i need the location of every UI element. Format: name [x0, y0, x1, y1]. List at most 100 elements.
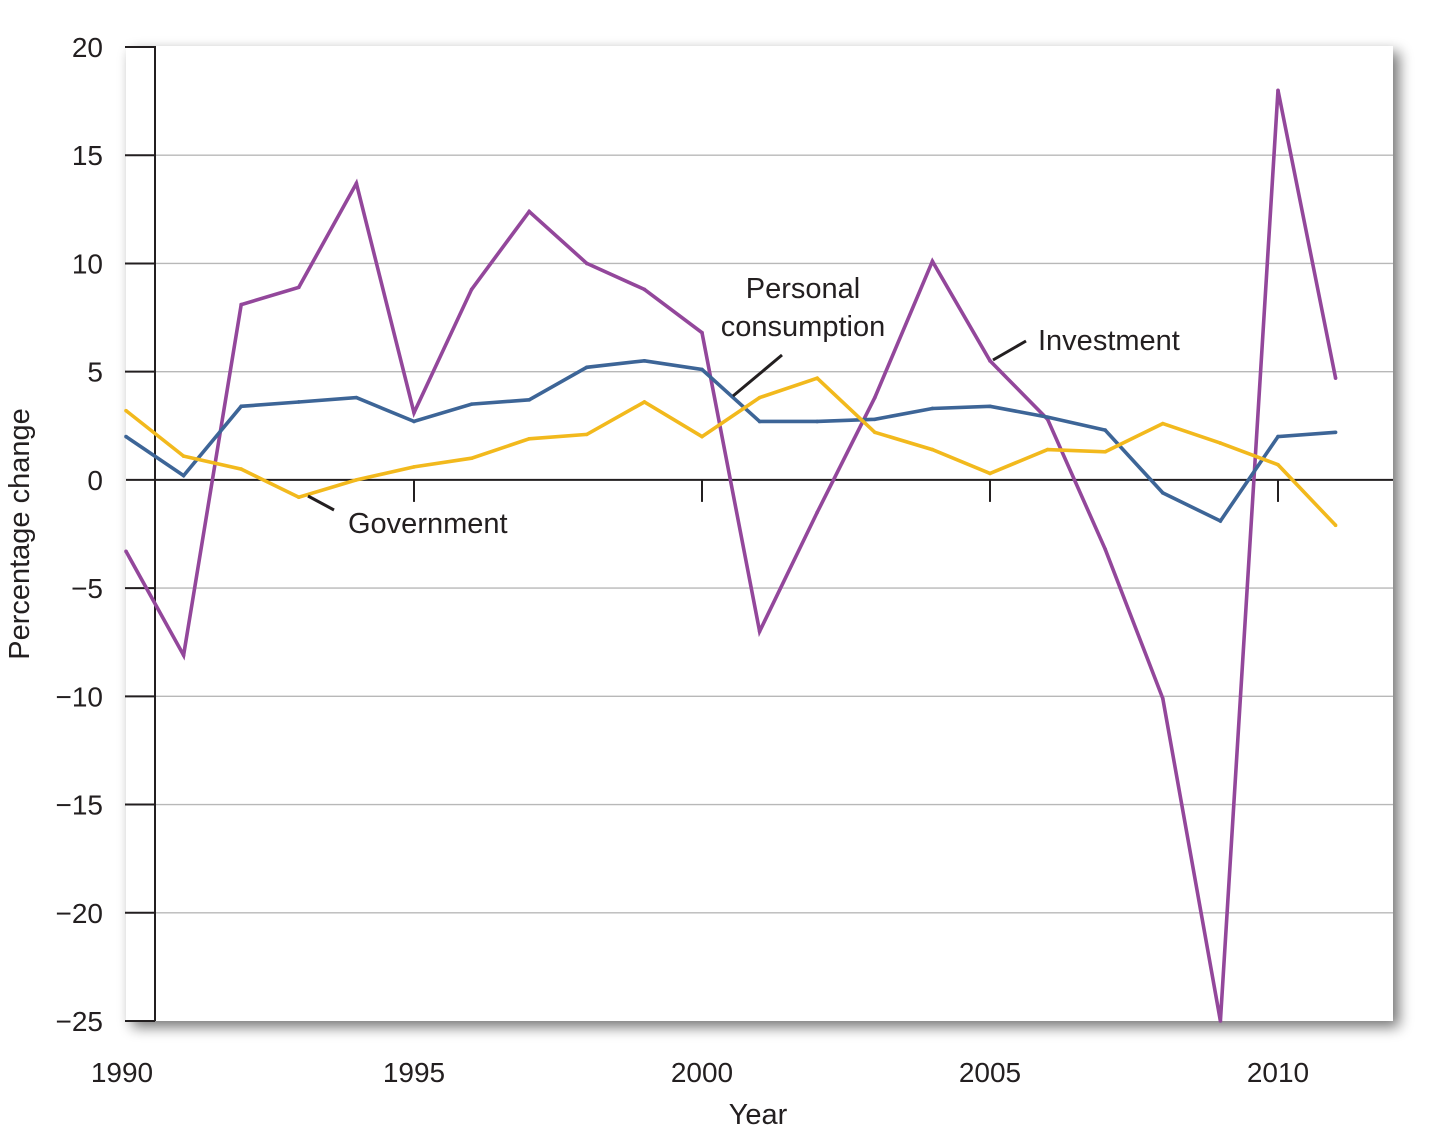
tick-labels: 20 15 10 5 0 −5 −10 −15 −20 −25 1990 1995 2000 2005 20…: [56, 32, 1310, 1088]
data-point-personal-consumption-2009: [1218, 519, 1223, 523]
data-point-personal-consumption-2010: [1276, 434, 1280, 439]
data-point-investment-1993: [297, 285, 301, 290]
data-point-investment-1996: [469, 287, 474, 292]
gridlines: [155, 154, 1393, 914]
data-point-personal-consumption-1998: [585, 365, 589, 370]
plot-area: [126, 46, 1393, 1021]
data-point-personal-consumption-2011: [1333, 430, 1338, 435]
y-tick-label-9: −25: [56, 1006, 104, 1037]
data-point-investment-1997: [527, 209, 531, 214]
data-point-government-1997: [527, 436, 531, 441]
data-point-personal-consumption-2005: [988, 404, 992, 409]
data-point-government-2001: [757, 395, 762, 400]
data-point-personal-consumption-2007: [1103, 428, 1107, 432]
data-point-government-2004: [930, 447, 935, 452]
x-axis-title: Year: [729, 1099, 788, 1131]
series-lines: [124, 88, 1338, 1023]
data-point-government-2005: [988, 471, 992, 476]
data-point-investment-2010: [1276, 88, 1280, 93]
data-point-government-1994: [354, 478, 359, 482]
leader-line-investment: [992, 339, 1027, 362]
y-tick-label-4: 0: [87, 465, 103, 496]
y-tick-label-0: 20: [72, 32, 103, 63]
data-point-government-2000: [700, 434, 704, 439]
data-point-government-2006: [1045, 447, 1050, 452]
data-point-investment-2001: [757, 629, 762, 634]
series-line-investment: [124, 89, 1338, 1022]
data-point-government-2011: [1333, 523, 1338, 528]
data-point-personal-consumption-1997: [527, 398, 531, 402]
data-point-personal-consumption-1995: [412, 419, 416, 424]
y-tick-label-2: 10: [72, 248, 103, 279]
data-point-government-1991: [181, 454, 186, 458]
data-point-investment-2003: [873, 395, 877, 400]
data-point-investment-1994: [354, 181, 359, 186]
data-point-investment-1991: [181, 653, 186, 658]
series-labels: Personal consumption Investment Governme…: [307, 273, 1180, 540]
data-point-personal-consumption-1993: [297, 400, 301, 404]
data-point-investment-2007: [1103, 547, 1107, 551]
data-point-government-1995: [412, 465, 416, 469]
data-point-government-2010: [1276, 462, 1280, 467]
data-point-investment-1999: [642, 287, 647, 292]
data-point-investment-2002: [815, 510, 819, 515]
data-point-government-2007: [1103, 449, 1107, 454]
axes: [125, 46, 1393, 1022]
leader-line-government: [307, 494, 335, 512]
x-tick-label-1995: 1995: [383, 1057, 445, 1088]
data-point-government-2003: [873, 430, 877, 435]
data-point-personal-consumption-1994: [354, 395, 359, 400]
x-tick-label-2010: 2010: [1247, 1057, 1309, 1088]
data-point-government-1992: [239, 467, 243, 471]
x-tick-label-1990: 1990: [91, 1057, 153, 1088]
data-point-personal-consumption-2000: [700, 367, 704, 372]
data-point-personal-consumption-1990: [124, 434, 128, 439]
series-label-personal-consumption-line2: consumption: [721, 311, 885, 343]
data-point-investment-2011: [1333, 376, 1338, 380]
data-point-personal-consumption-1999: [642, 359, 647, 363]
data-point-government-1996: [469, 456, 474, 461]
data-point-personal-consumption-2001: [757, 419, 762, 424]
data-point-investment-1990: [124, 549, 128, 554]
y-axis-title: Percentage change: [4, 408, 36, 660]
data-point-government-1999: [642, 400, 647, 404]
data-point-personal-consumption-2002: [815, 419, 819, 424]
data-point-personal-consumption-2003: [873, 417, 877, 422]
data-point-investment-2004: [930, 259, 935, 264]
data-point-government-2009: [1218, 441, 1223, 445]
data-point-investment-2000: [700, 330, 704, 335]
data-point-investment-1995: [412, 410, 416, 415]
y-tick-label-8: −20: [56, 898, 104, 929]
data-point-personal-consumption-2008: [1161, 491, 1165, 495]
data-point-personal-consumption-2006: [1045, 415, 1050, 419]
x-tick-label-2005: 2005: [959, 1057, 1021, 1088]
series-label-investment: Investment: [1038, 325, 1180, 357]
series-label-personal-consumption-line1: Personal: [746, 273, 860, 305]
series-line-personal-consumption: [124, 358, 1336, 524]
data-point-investment-2005: [988, 359, 992, 363]
y-tick-label-1: 15: [72, 140, 103, 171]
y-tick-label-6: −10: [56, 681, 104, 712]
data-point-personal-consumption-2004: [930, 406, 935, 411]
data-point-government-1990: [124, 408, 128, 413]
series-label-government: Government: [348, 508, 508, 540]
data-point-government-2002: [815, 376, 819, 380]
data-point-government-1993: [297, 495, 301, 500]
x-tick-label-2000: 2000: [671, 1057, 733, 1088]
data-point-government-1998: [585, 432, 589, 437]
data-point-personal-consumption-1992: [239, 404, 243, 409]
data-point-investment-2009: [1218, 1019, 1223, 1023]
data-point-personal-consumption-1991: [181, 473, 186, 478]
y-tick-label-7: −15: [56, 790, 104, 821]
data-point-investment-1998: [585, 261, 589, 266]
y-tick-label-5: −5: [71, 573, 103, 604]
leader-line-personal-consumption: [732, 353, 783, 398]
y-tick-label-3: 5: [87, 357, 103, 388]
data-point-personal-consumption-1996: [469, 402, 474, 406]
data-point-investment-1992: [239, 302, 243, 307]
data-point-investment-2008: [1161, 696, 1165, 701]
data-point-government-2008: [1161, 421, 1165, 426]
series-line-government: [124, 376, 1337, 527]
